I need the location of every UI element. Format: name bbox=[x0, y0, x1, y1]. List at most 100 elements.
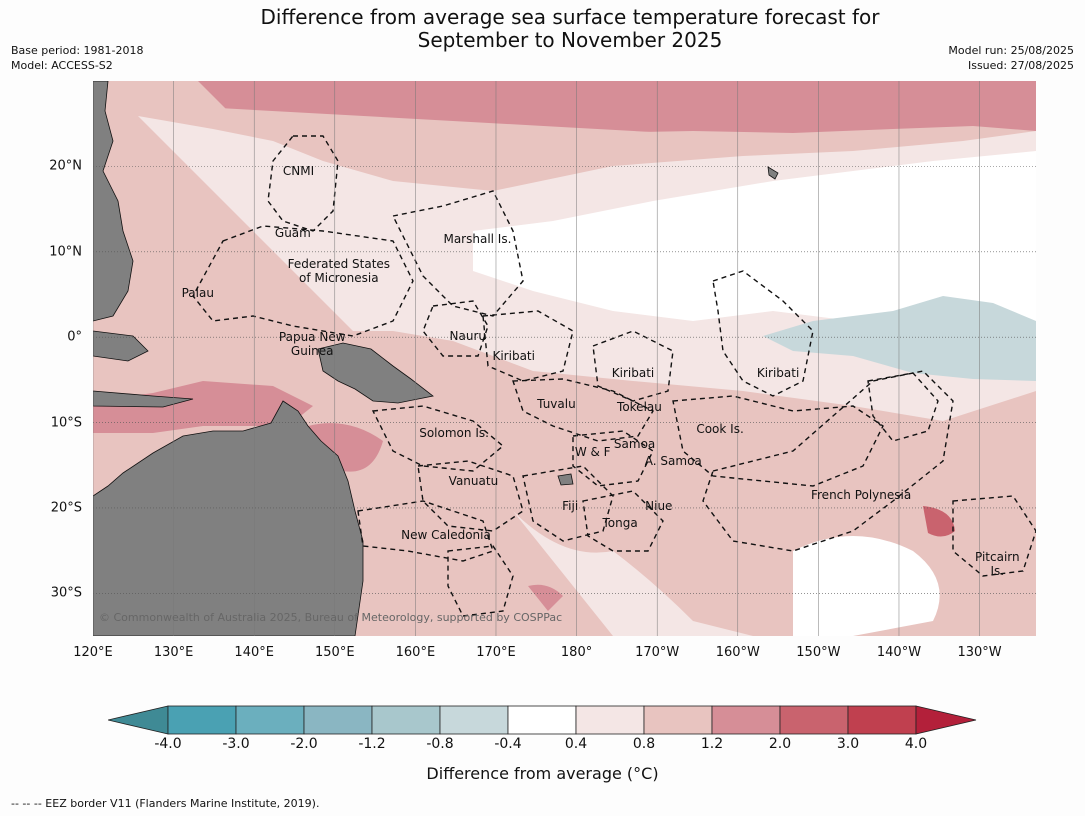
eez-micronesia bbox=[192, 225, 414, 337]
lon-tick-label: 170°E bbox=[476, 645, 516, 660]
colorbar-segment bbox=[779, 705, 849, 735]
title-line-1: Difference from average sea surface temp… bbox=[260, 5, 880, 29]
sst-anomaly-map[interactable]: CNMI Guam Marshall Is. Federated States of M… bbox=[93, 81, 1036, 636]
lat-tick-label: 20°S bbox=[50, 500, 82, 516]
eez-fiji bbox=[522, 465, 614, 542]
eez-kiribati-central bbox=[592, 330, 674, 402]
colorbar-segment bbox=[711, 705, 781, 735]
field-se-hotspot bbox=[923, 506, 955, 537]
place-label: Vanuatu bbox=[448, 473, 499, 488]
colorbar-tick-label: 1.2 bbox=[700, 736, 724, 752]
lon-tick-label: 160°W bbox=[715, 645, 760, 660]
place-label: Niue bbox=[645, 499, 673, 514]
colorbar bbox=[108, 705, 977, 735]
lat-tick-label: 30°S bbox=[50, 585, 82, 601]
lon-tick-label: 170°W bbox=[635, 645, 680, 660]
fiji-landmass bbox=[557, 473, 574, 486]
eez-vanuatu bbox=[417, 460, 524, 532]
lon-tick-label: 140°E bbox=[234, 645, 274, 660]
graticule bbox=[93, 81, 1036, 636]
eez-samoa bbox=[572, 430, 654, 487]
colorbar-tick-label: -1.2 bbox=[358, 736, 386, 752]
eez-kiribati-west bbox=[482, 310, 574, 382]
colorbar-tick-label: 0.4 bbox=[564, 736, 588, 752]
place-label: Marshall Is. bbox=[443, 231, 512, 246]
field-arafura-warm bbox=[93, 381, 313, 433]
colorbar-segment bbox=[439, 705, 509, 735]
borneo-landmass bbox=[93, 330, 149, 362]
eez-nauru bbox=[422, 300, 489, 357]
eez-tonga-niue bbox=[582, 490, 664, 552]
field-north-band bbox=[93, 101, 1036, 161]
place-label: Pitcairn Is. bbox=[975, 550, 1020, 579]
lon-tick-label: 130°W bbox=[957, 645, 1002, 660]
model-run: Model run: 25/08/2025 bbox=[948, 44, 1074, 57]
colorbar-extend-high bbox=[915, 705, 977, 735]
place-label: Nauru bbox=[449, 329, 487, 344]
model-name: Model: ACCESS-S2 bbox=[11, 59, 113, 72]
lon-tick-label: 180° bbox=[560, 645, 593, 660]
colorbar-segment bbox=[847, 705, 917, 735]
place-label: New Caledonia bbox=[401, 528, 491, 543]
map-title: Difference from average sea surface temp… bbox=[0, 6, 1085, 52]
colorbar-segment bbox=[303, 705, 373, 735]
lat-tick-label: 10°S bbox=[50, 415, 82, 431]
lon-tick-label: 140°W bbox=[876, 645, 922, 660]
eez-norfolk bbox=[447, 545, 514, 617]
asia-coast-landmass bbox=[93, 81, 134, 322]
colorbar-segment bbox=[643, 705, 713, 735]
meta-right: Model run: 25/08/2025 Issued: 27/08/2025 bbox=[948, 43, 1074, 73]
lon-tick-label: 120°E bbox=[73, 645, 113, 660]
eez-pitcairn bbox=[952, 495, 1036, 577]
lon-tick-label: 150°E bbox=[315, 645, 355, 660]
colorbar-segment bbox=[167, 705, 237, 735]
australia-landmass bbox=[93, 400, 364, 636]
meta-left: Base period: 1981-2018 Model: ACCESS-S2 bbox=[11, 43, 143, 73]
eez-marquesas bbox=[867, 372, 939, 442]
place-label: French Polynesia bbox=[810, 488, 912, 503]
place-label: Federated States of Micronesia bbox=[287, 257, 391, 286]
lat-tick-label: 20°N bbox=[49, 158, 82, 174]
field-near-normal bbox=[473, 151, 1036, 341]
eez-footnote: -- -- -- EEZ border V11 (Flanders Marine… bbox=[11, 797, 320, 810]
eez-solomon bbox=[371, 405, 505, 472]
lon-tick-label: 160°E bbox=[395, 645, 436, 660]
place-label: Kiribati bbox=[492, 348, 535, 363]
place-label: Tuvalu bbox=[537, 396, 576, 411]
field-cool-anomaly bbox=[763, 296, 1036, 381]
place-label: A. Samoa bbox=[644, 453, 702, 468]
place-label: Solomon Is. bbox=[419, 425, 489, 440]
eez-kiribati-east bbox=[712, 270, 814, 397]
colorbar-label: Difference from average (°C) bbox=[426, 764, 659, 783]
field-small-warm bbox=[528, 584, 563, 611]
colorbar-tick-label: -0.4 bbox=[494, 736, 522, 752]
place-label: Tokelau bbox=[617, 400, 662, 415]
colorbar-tick-label: 2.0 bbox=[768, 736, 792, 752]
eez-borders bbox=[192, 135, 1036, 617]
place-label: Cook Is. bbox=[696, 422, 744, 437]
field-south-pale bbox=[513, 511, 753, 636]
eez-cnmi bbox=[267, 135, 339, 232]
lon-tick-label: 130°E bbox=[153, 645, 194, 660]
field-south-white bbox=[793, 536, 940, 636]
copyright-notice: © Commonwealth of Australia 2025, Bureau… bbox=[99, 611, 563, 624]
colorbar-tick-label: -3.0 bbox=[222, 736, 250, 752]
title-line-2: September to November 2025 bbox=[417, 28, 723, 52]
map-canvas bbox=[93, 81, 1036, 636]
place-label: Palau bbox=[181, 285, 214, 300]
eez-french-polynesia bbox=[702, 370, 954, 552]
lat-tick-label: 10°N bbox=[49, 244, 82, 260]
colorbar-segment bbox=[235, 705, 305, 735]
colorbar-extend-low bbox=[108, 705, 169, 735]
colorbar-tick-label: -0.8 bbox=[426, 736, 454, 752]
place-label: Kiribati bbox=[756, 366, 800, 380]
eez-new-caledonia bbox=[357, 500, 494, 562]
colorbar-tick-label: 3.0 bbox=[836, 736, 860, 752]
eez-cook bbox=[672, 395, 884, 487]
lon-tick-label: 150°W bbox=[796, 645, 841, 660]
colorbar-tick-label: -4.0 bbox=[154, 736, 182, 752]
place-label: Samoa bbox=[613, 436, 656, 451]
place-label: Papua New Guinea bbox=[278, 329, 346, 358]
colorbar-tick-label: 4.0 bbox=[904, 736, 928, 752]
lat-tick-label: 0° bbox=[67, 329, 82, 345]
